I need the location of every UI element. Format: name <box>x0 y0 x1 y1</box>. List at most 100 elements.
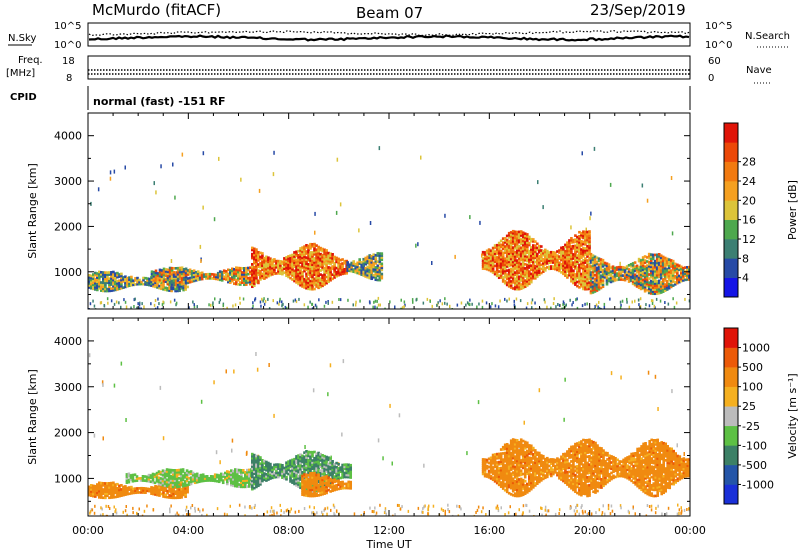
data-cell <box>348 263 352 267</box>
data-cell <box>146 504 148 508</box>
data-cell <box>570 257 573 261</box>
data-cell <box>126 492 129 496</box>
data-cell <box>191 473 195 477</box>
data-cell <box>136 276 139 280</box>
data-cell <box>663 277 667 280</box>
data-cell <box>673 268 677 272</box>
data-cell <box>255 280 258 284</box>
data-cell <box>107 505 110 508</box>
data-cell <box>370 256 374 260</box>
data-cell <box>519 262 523 266</box>
data-cell <box>206 513 208 516</box>
data-cell <box>372 263 376 267</box>
data-cell <box>94 489 97 492</box>
data-cell <box>509 259 513 263</box>
data-cell <box>673 276 677 280</box>
data-cell <box>253 247 256 251</box>
colorbar-tick-label: 12 <box>742 233 756 246</box>
data-cell <box>507 248 511 251</box>
data-cell <box>372 261 376 265</box>
data-cell <box>263 297 265 301</box>
data-cell <box>373 300 375 304</box>
data-cell <box>127 474 131 478</box>
data-cell <box>540 245 543 248</box>
data-cell <box>315 260 318 264</box>
data-cell <box>534 244 537 248</box>
data-cell <box>578 265 581 269</box>
data-cell <box>534 268 537 272</box>
data-cell <box>376 278 380 282</box>
data-cell <box>669 279 673 283</box>
data-cell <box>247 279 250 282</box>
data-cell <box>88 284 91 287</box>
data-cell <box>138 278 141 282</box>
data-cell <box>519 277 523 280</box>
data-cell <box>299 251 302 254</box>
data-cell <box>291 272 294 275</box>
data-cell <box>283 265 286 268</box>
data-cell <box>299 482 302 485</box>
data-cell <box>112 270 115 274</box>
data-cell <box>323 258 326 262</box>
data-cell <box>162 491 165 494</box>
data-cell <box>98 489 101 493</box>
data-cell <box>319 469 322 473</box>
data-cell <box>523 244 527 248</box>
data-cell <box>177 513 180 516</box>
data-cell <box>259 462 262 466</box>
data-cell <box>528 276 531 280</box>
data-cell <box>251 481 254 485</box>
data-cell <box>519 252 523 256</box>
data-cell <box>158 494 161 497</box>
data-cell <box>218 270 222 273</box>
data-cell <box>623 266 627 270</box>
data-cell <box>655 255 659 259</box>
data-cell <box>96 288 99 292</box>
data-cell <box>160 273 164 276</box>
data-cell <box>586 285 589 289</box>
data-cell <box>179 476 183 480</box>
data-cell <box>259 464 262 468</box>
data-cell <box>287 468 290 472</box>
data-cell <box>580 282 583 286</box>
data-cell <box>584 251 587 254</box>
data-cell <box>317 251 320 255</box>
data-cell <box>255 483 258 487</box>
data-cell <box>285 465 288 469</box>
data-cell <box>325 253 328 256</box>
data-cell <box>200 273 204 277</box>
data-cell <box>534 266 537 270</box>
data-cell <box>269 259 272 263</box>
data-cell <box>437 301 439 305</box>
data-cell <box>281 262 284 266</box>
data-cell <box>261 461 264 464</box>
data-cell <box>519 299 522 303</box>
data-cell <box>253 255 256 259</box>
data-cell <box>358 270 362 274</box>
data-cell <box>162 277 165 281</box>
freq-unit-label: [MHz] <box>6 68 35 79</box>
data-cell <box>380 258 384 262</box>
data-cell <box>521 268 525 271</box>
data-cell <box>251 473 254 477</box>
data-cell <box>118 490 121 494</box>
data-cell <box>671 265 675 269</box>
data-cell <box>272 172 275 177</box>
data-cell <box>515 232 519 236</box>
data-cell <box>162 267 166 271</box>
data-cell <box>217 474 221 477</box>
data-cell <box>176 511 178 515</box>
data-cell <box>558 269 561 273</box>
data-cell <box>293 474 296 478</box>
data-cell <box>295 477 298 481</box>
data-cell <box>315 248 318 252</box>
data-cell <box>563 302 565 305</box>
data-cell <box>238 479 241 482</box>
data-cell <box>295 273 298 276</box>
data-cell <box>329 481 332 485</box>
data-cell <box>645 264 649 267</box>
data-cell <box>315 464 318 468</box>
data-cell <box>233 278 236 281</box>
data-cell <box>582 240 585 244</box>
data-cell <box>182 491 185 495</box>
